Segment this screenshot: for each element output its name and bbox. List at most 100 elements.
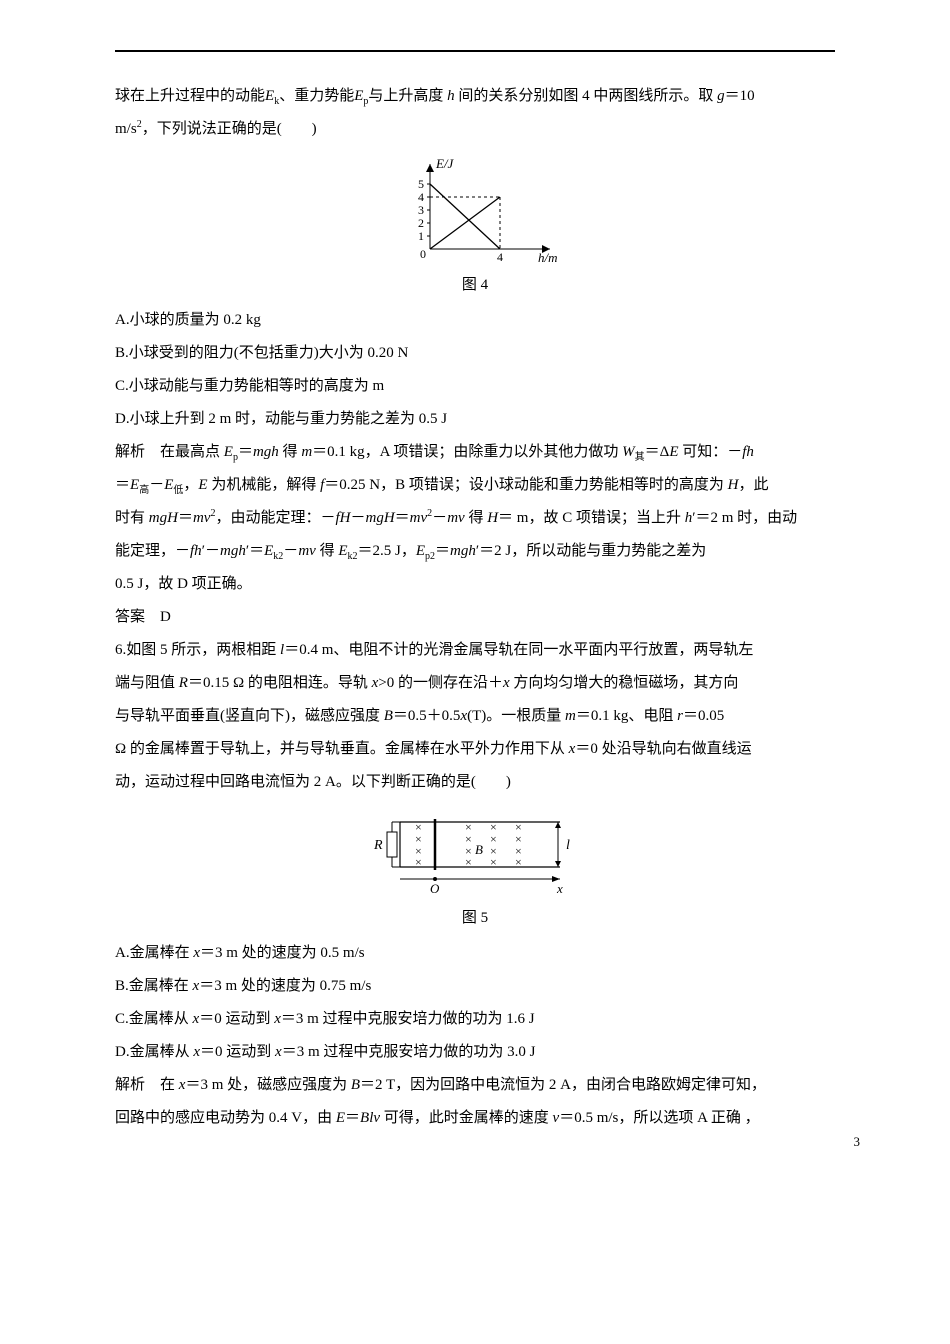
b-label: B: [475, 842, 483, 857]
svg-text:3: 3: [418, 203, 424, 217]
v: mv: [410, 510, 428, 526]
sol4-l4: 能定理，－fh′－mgh′＝Ek2－mv 得 Ek2＝2.5 J，Ep2＝mgh…: [115, 535, 835, 568]
v: E: [669, 444, 682, 460]
svg-text:4: 4: [497, 250, 503, 264]
q6-l5: 动，运动过程中回路电流恒为 2 A。以下判断正确的是( ): [115, 766, 835, 799]
q6-l1: 6.如图 5 所示，两根相距 l＝0.4 m、电阻不计的光滑金属导轨在同一水平面…: [115, 634, 835, 667]
option-4b: B.小球受到的阻力(不包括重力)大小为 0.20 N: [115, 337, 835, 370]
v: mv: [298, 543, 319, 559]
option-4d: D.小球上升到 2 m 时，动能与重力势能之差为 0.5 J: [115, 403, 835, 436]
v: W: [618, 444, 634, 460]
t: ＝Δ: [645, 444, 670, 460]
v: x: [193, 945, 200, 961]
v: mgh: [450, 543, 476, 559]
t: 时有: [115, 510, 145, 526]
s: 其: [635, 452, 645, 463]
l-label: l: [566, 838, 570, 853]
figure-5-svg: R × × × × × × × × × × × × × × × × B: [360, 807, 590, 897]
t: ，由动能定理：－: [215, 510, 335, 526]
v: E: [130, 477, 139, 493]
v: E: [335, 543, 348, 559]
t: ＝0.5＋0.5: [393, 708, 461, 724]
text: 、重力势能: [279, 88, 354, 104]
v: mv: [193, 510, 211, 526]
t: ＝0.25 N，B 项错误；设小球动能和重力势能相等时的高度为: [324, 477, 724, 493]
t: ＝0.1 kg、电阻: [576, 708, 677, 724]
option-4a: A.小球的质量为 0.2 kg: [115, 304, 835, 337]
t: Ω 的金属棒置于导轨上，并与导轨垂直。金属棒在水平外力作用下从: [115, 741, 569, 757]
v: x: [274, 1011, 281, 1027]
t: 得: [283, 444, 298, 460]
svg-text:4: 4: [418, 190, 424, 204]
t: －: [350, 510, 365, 526]
t: ＝0.4 m、电阻不计的光滑金属导轨在同一水平面内平行放置，两导轨左: [284, 642, 753, 658]
v: m: [565, 708, 576, 724]
t: ＝0 处沿导轨向右做直线运: [575, 741, 751, 757]
t: ＝0.05: [683, 708, 724, 724]
t: 解析 在最高点: [115, 444, 220, 460]
t: 得: [320, 543, 335, 559]
t: ′＝2 J，所以动能与重力势能之差为: [476, 543, 706, 559]
sol4-l3: 时有 mgH＝mv2，由动能定理：－fH－mgH＝mv2－mv 得 H＝ m，故…: [115, 502, 835, 535]
option-4c: C.小球动能与重力势能相等时的高度为 m: [115, 370, 835, 403]
t: －: [432, 510, 447, 526]
v: fh: [742, 444, 754, 460]
x-label: x: [556, 881, 563, 896]
t: ＝0.5 m/s，所以选项 A 正确 ，: [559, 1110, 759, 1126]
t: ＝: [178, 510, 193, 526]
t: ′＝: [246, 543, 264, 559]
s: p2: [425, 551, 435, 562]
sol4-l2: ＝E高－E低，E 为机械能，解得 f＝0.25 N，B 项错误；设小球动能和重力…: [115, 469, 835, 502]
header-rule: [115, 50, 835, 52]
v: h: [681, 510, 692, 526]
text: 球在上升过程中的动能: [115, 88, 265, 104]
v: E: [220, 444, 233, 460]
v: mv: [447, 510, 468, 526]
t: >0 的一侧存在沿＋: [378, 675, 503, 691]
var-ek: E: [265, 88, 274, 104]
v: x: [503, 675, 510, 691]
s: 高: [139, 485, 149, 496]
text: 间的关系分别如图 4 中两图线所示。取: [458, 88, 713, 104]
v: H: [483, 510, 498, 526]
t: ′－: [202, 543, 220, 559]
s: 低: [173, 485, 183, 496]
t: ＝3 m 过程中克服安培力做的功为 1.6 J: [281, 1011, 535, 1027]
v: E: [264, 543, 273, 559]
text: m/s: [115, 121, 137, 137]
v: B: [351, 1077, 360, 1093]
option-6b: B.金属棒在 x＝3 m 处的速度为 0.75 m/s: [115, 970, 835, 1003]
v: mgh: [220, 543, 246, 559]
t: ＝: [435, 543, 450, 559]
q6-l4: Ω 的金属棒置于导轨上，并与导轨垂直。金属棒在水平外力作用下从 x＝0 处沿导轨…: [115, 733, 835, 766]
v: fh: [190, 543, 202, 559]
t: 可得，此时金属棒的速度: [380, 1110, 553, 1126]
t: D.金属棒从: [115, 1044, 193, 1060]
page-number: 3: [854, 1134, 861, 1150]
t: ＝: [115, 477, 130, 493]
t: B.金属棒在: [115, 978, 193, 994]
t: 回路中的感应电动势为 0.4 V，由: [115, 1110, 336, 1126]
option-6c: C.金属棒从 x＝0 运动到 x＝3 m 过程中克服安培力做的功为 1.6 J: [115, 1003, 835, 1036]
v: R: [179, 675, 188, 691]
var-g: g: [713, 88, 724, 104]
v: fH: [335, 510, 350, 526]
answer-4: 答案 D: [115, 601, 835, 634]
svg-text:5: 5: [418, 177, 424, 191]
t: ′＝2 m 时，由动: [692, 510, 797, 526]
v: m: [298, 444, 313, 460]
option-6d: D.金属棒从 x＝0 运动到 x＝3 m 过程中克服安培力做的功为 3.0 J: [115, 1036, 835, 1069]
t: 6.如图 5 所示，两根相距: [115, 642, 280, 658]
t: A.金属棒在: [115, 945, 193, 961]
t: ＝0 运动到: [199, 1011, 274, 1027]
v: E: [416, 543, 425, 559]
t: ＝3 m 处的速度为 0.5 m/s: [200, 945, 365, 961]
option-6a: A.金属棒在 x＝3 m 处的速度为 0.5 m/s: [115, 937, 835, 970]
text: ＝10: [725, 88, 755, 104]
t: ＝: [395, 510, 410, 526]
s: k2: [348, 551, 358, 562]
v: E: [198, 477, 211, 493]
text: 与上升高度: [368, 88, 443, 104]
v: B: [384, 708, 393, 724]
t: ，: [183, 477, 198, 493]
